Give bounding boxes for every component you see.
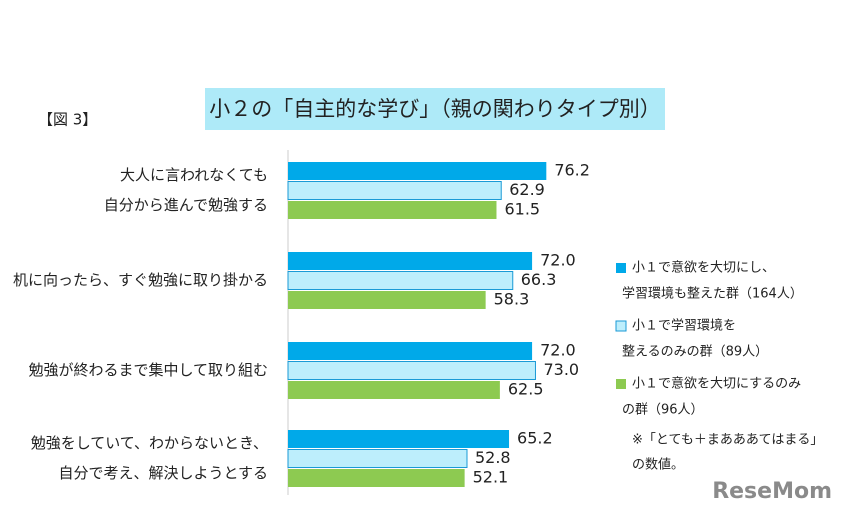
- category-label: 勉強が終わるまで集中して取り組む: [28, 361, 268, 379]
- legend-label: 小１で意欲を大切にするのみ: [632, 376, 801, 392]
- value-label: 76.2: [554, 161, 590, 180]
- bar: [288, 201, 497, 219]
- bar: [287, 449, 468, 468]
- category-label: 勉強をしていて、わからないとき、: [31, 434, 268, 452]
- value-label: 73.0: [543, 360, 579, 379]
- category-label: 自分で考え、解決しようとする: [58, 464, 268, 482]
- category-label: 机に向ったら、すぐ勉強に取り掛かる: [13, 271, 268, 289]
- chart-title: 小２の「自主的な学び」（親の関わりタイプ別）: [209, 97, 661, 121]
- figure-label: 【図 3】: [38, 111, 97, 129]
- bar: [288, 342, 533, 360]
- value-label: 62.5: [508, 380, 544, 399]
- value-label: 65.2: [517, 429, 553, 448]
- value-label: 52.8: [475, 448, 511, 467]
- bar: [288, 291, 486, 309]
- bar: [287, 361, 536, 380]
- category-label: 大人に言われなくても: [120, 166, 268, 184]
- value-label: 58.3: [494, 290, 530, 309]
- legend-label: 整えるのみの群（89人）: [622, 345, 768, 360]
- value-label: 62.9: [509, 180, 545, 199]
- note: の数値。: [632, 457, 684, 473]
- bar: [288, 469, 465, 487]
- legend-label: 小１で意欲を大切にし、: [632, 260, 775, 276]
- value-label: 66.3: [521, 270, 557, 289]
- legend-label: 小１で学習環境を: [632, 318, 736, 334]
- value-label: 72.0: [540, 251, 576, 270]
- bar: [287, 181, 502, 200]
- bar: [288, 430, 510, 448]
- bar: [288, 381, 500, 399]
- bar: [288, 252, 533, 270]
- legend-label: の群（96人）: [622, 403, 704, 418]
- legend-label: 学習環境も整えた群（164人）: [622, 286, 803, 302]
- value-label: 61.5: [504, 200, 540, 219]
- watermark: ReseMom: [712, 479, 832, 504]
- bar: [288, 162, 547, 180]
- value-label: 52.1: [473, 468, 509, 487]
- title-box: [205, 88, 665, 130]
- legend-marker: [616, 379, 626, 389]
- legend-marker: [615, 320, 627, 332]
- category-label: 自分から進んで勉強する: [104, 196, 268, 214]
- note: ※「とても＋まあああてはまる」: [632, 433, 823, 448]
- value-label: 72.0: [540, 341, 576, 360]
- legend-marker: [616, 263, 626, 273]
- bar: [287, 271, 514, 290]
